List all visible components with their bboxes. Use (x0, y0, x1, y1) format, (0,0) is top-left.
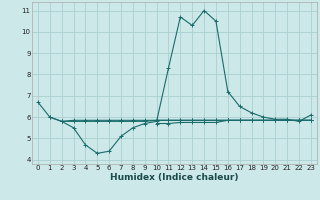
X-axis label: Humidex (Indice chaleur): Humidex (Indice chaleur) (110, 173, 239, 182)
